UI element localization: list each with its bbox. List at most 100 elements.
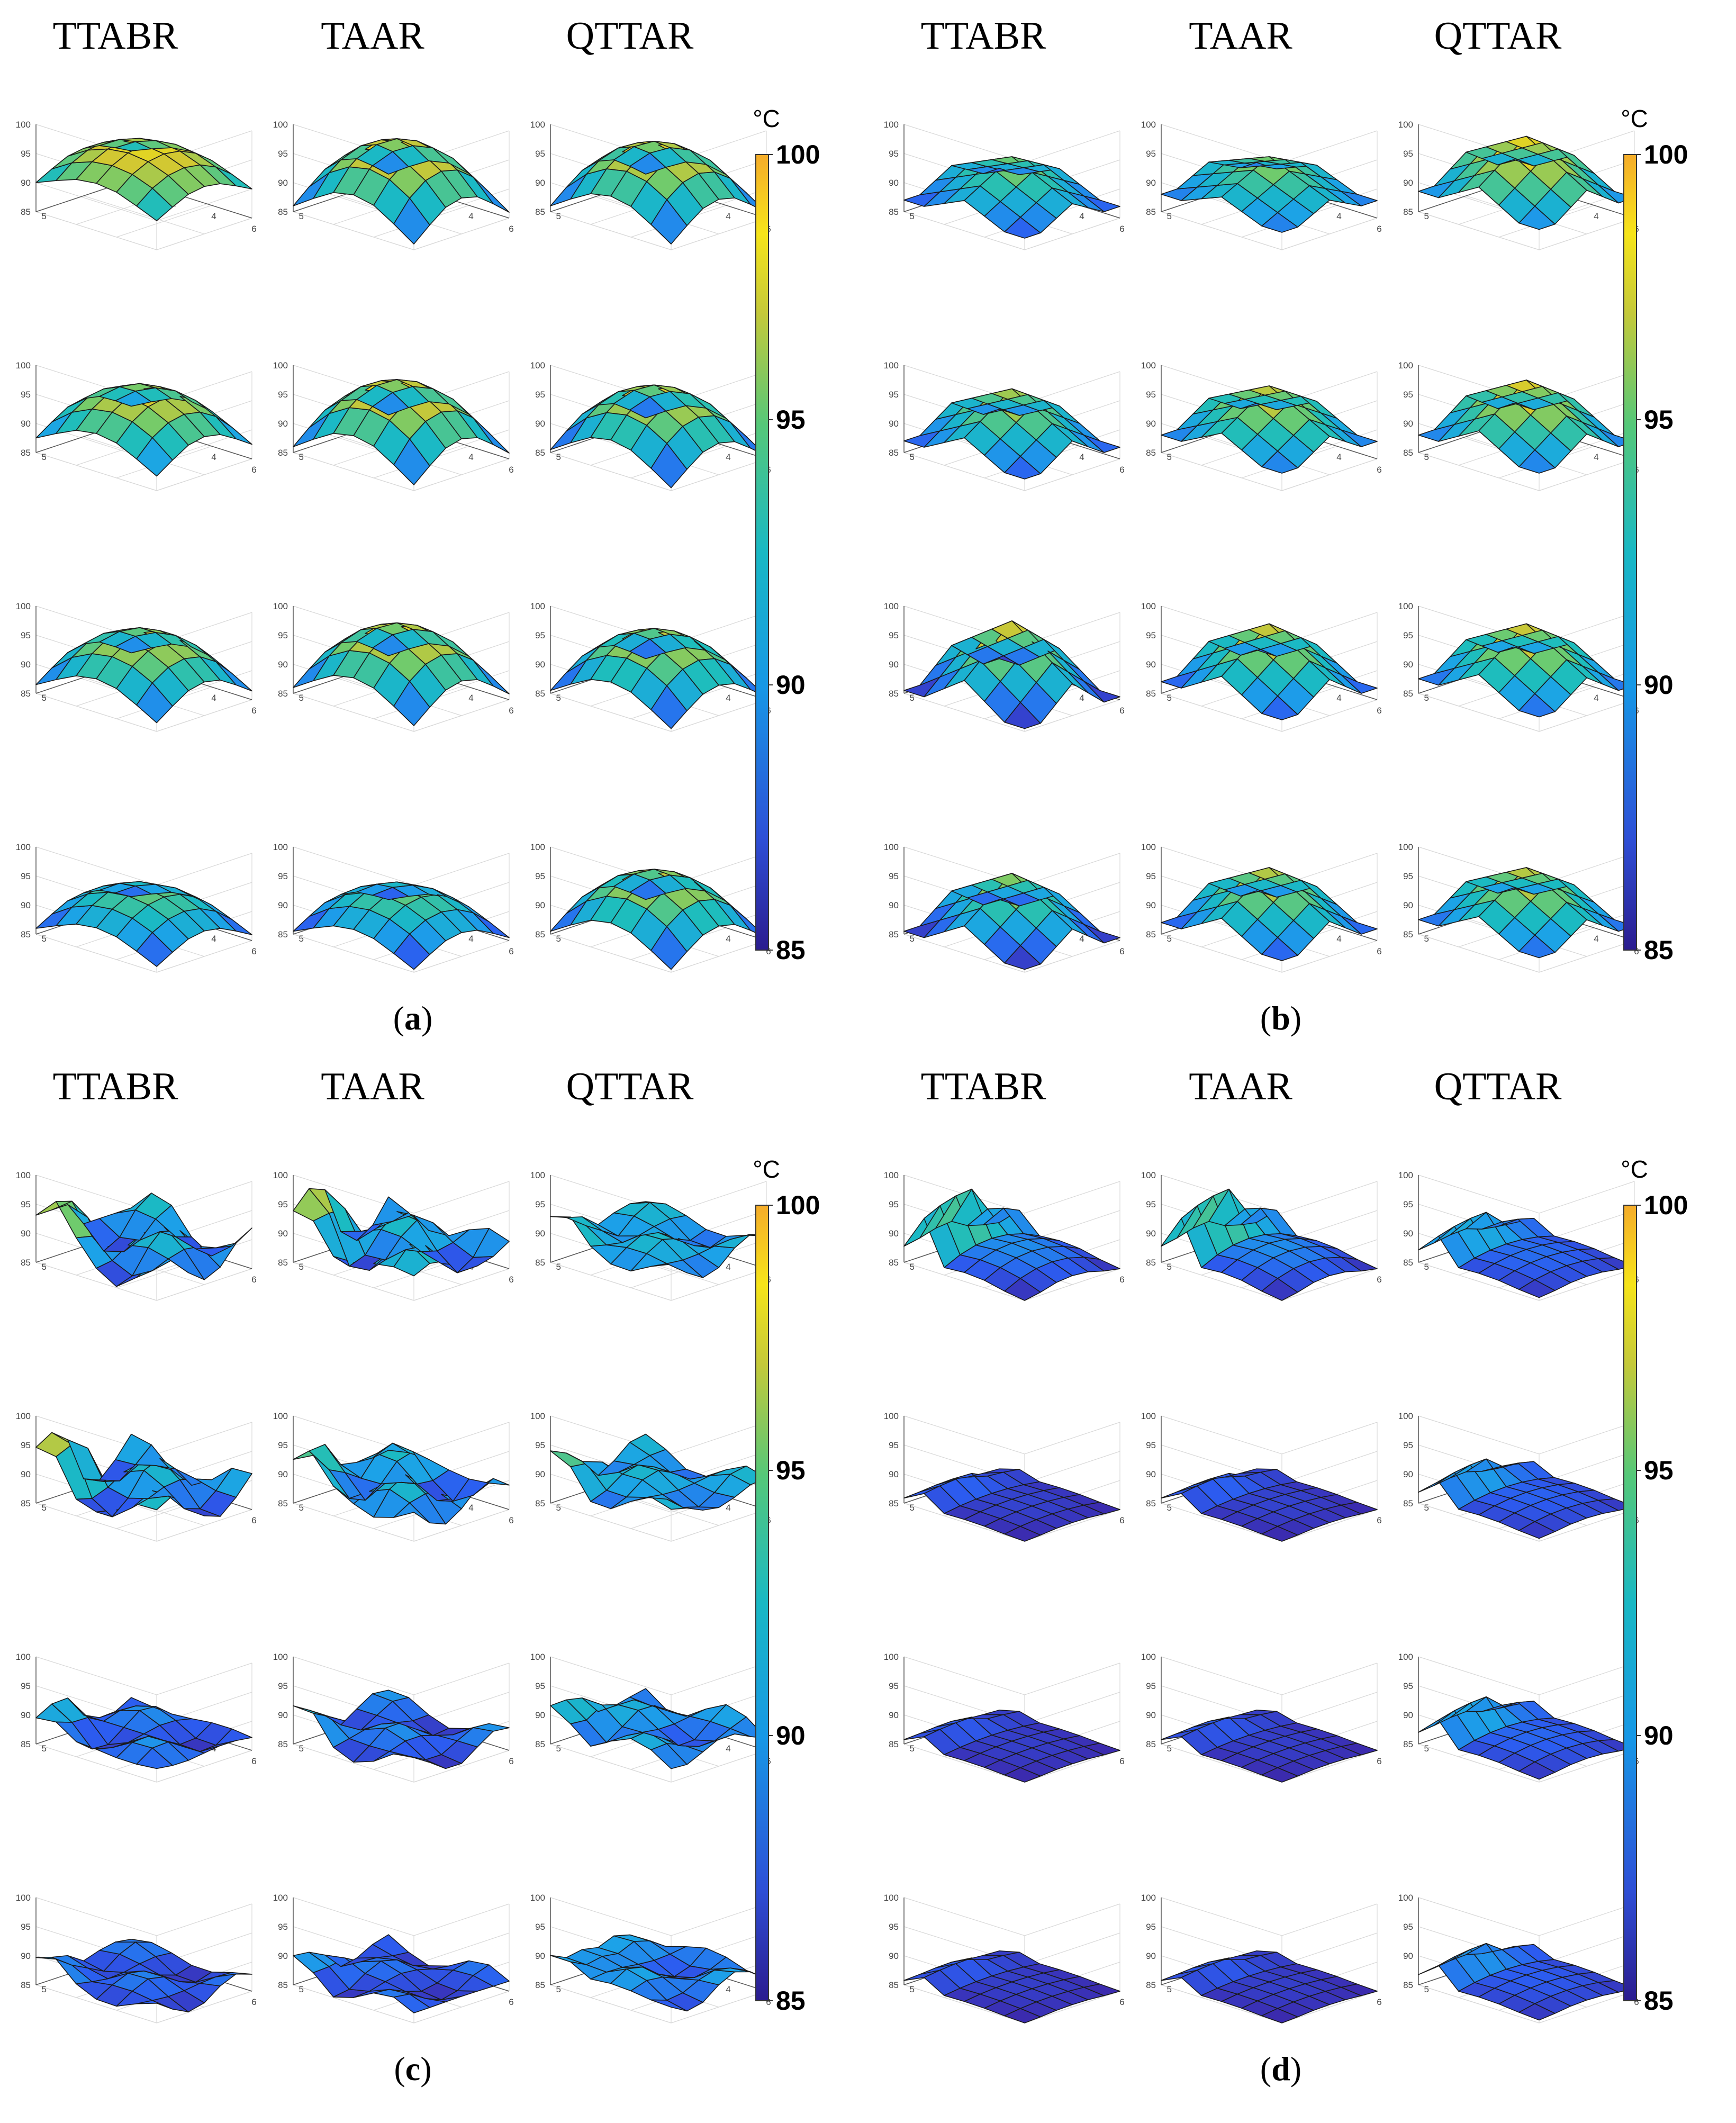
z-tick-label: 90 — [21, 178, 31, 188]
z-tick-label: 85 — [1146, 1258, 1156, 1268]
grid-line — [1161, 1415, 1378, 1455]
grid-line — [550, 1503, 767, 1542]
y-tick-label: 5 — [42, 1503, 47, 1513]
surface-subplot: 100959085024605 — [273, 1170, 514, 1301]
z-tick-label: 90 — [1146, 1951, 1156, 1961]
panel-label-b: (b) — [1260, 999, 1301, 1037]
surface-patch — [215, 1728, 252, 1746]
colorbar-tick-label: 85 — [1644, 1986, 1674, 2016]
y-tick-label: 5 — [910, 452, 915, 462]
grid-line — [1418, 1175, 1635, 1214]
z-tick-label: 100 — [1141, 842, 1156, 852]
z-tick-label: 85 — [535, 1258, 545, 1268]
colorbar-unit: °C — [1621, 1155, 1648, 1183]
z-tick-label: 85 — [1403, 1739, 1413, 1749]
grid-line — [293, 934, 414, 973]
column-title-ttabr: TTABR — [921, 1065, 1046, 1108]
z-tick-label: 100 — [884, 360, 899, 371]
grid-line — [1418, 693, 1540, 732]
z-tick-label: 90 — [535, 660, 545, 670]
y-tick-label: 5 — [556, 452, 561, 462]
surface-patch — [1341, 1742, 1378, 1756]
z-tick-label: 95 — [1403, 871, 1413, 881]
x-tick-label: 4 — [1594, 693, 1598, 703]
z-tick-label: 90 — [1146, 178, 1156, 188]
grid-line — [35, 1897, 252, 1936]
x-tick-label: 6 — [1119, 1275, 1124, 1285]
grid-line — [550, 1262, 672, 1301]
z-tick-label: 100 — [273, 1893, 288, 1903]
column-title-taar: TAAR — [1189, 1065, 1292, 1108]
x-tick-label: 6 — [1377, 224, 1381, 234]
x-tick-label: 4 — [1594, 452, 1598, 462]
z-tick-label: 95 — [21, 149, 31, 159]
grid-line — [903, 1503, 1025, 1542]
y-tick-label: 5 — [299, 1262, 304, 1272]
z-tick-label: 100 — [1141, 601, 1156, 611]
z-tick-label: 90 — [535, 900, 545, 910]
grid-line — [550, 1743, 672, 1783]
x-tick-label: 6 — [1119, 946, 1124, 956]
grid-line — [1161, 1743, 1282, 1783]
surface-patch — [1083, 195, 1120, 212]
surface-patch — [215, 1468, 252, 1498]
colorbar-tick-label: 90 — [776, 1721, 806, 1750]
surface-subplot: 100959085024605 — [530, 120, 771, 250]
grid-line — [903, 452, 1025, 491]
x-tick-label: 4 — [1336, 934, 1341, 944]
z-tick-label: 90 — [1146, 900, 1156, 910]
grid-line — [293, 452, 414, 491]
z-tick-label: 100 — [530, 360, 545, 371]
grid-line — [903, 1656, 1120, 1695]
x-tick-label: 6 — [1377, 946, 1381, 956]
z-tick-label: 90 — [1403, 419, 1413, 429]
surface-patch — [1083, 1257, 1120, 1272]
z-tick-label: 95 — [278, 1681, 288, 1691]
surface-subplot: 100959085024605 — [884, 360, 1125, 491]
z-tick-label: 85 — [889, 929, 899, 939]
z-tick-label: 90 — [889, 1469, 899, 1479]
grid-line — [1161, 934, 1282, 973]
z-tick-label: 90 — [535, 1469, 545, 1479]
grid-line — [293, 693, 414, 732]
x-tick-label: 6 — [1377, 1515, 1381, 1525]
surface-subplot: 100959085024605 — [884, 601, 1125, 732]
z-tick-label: 85 — [1146, 1980, 1156, 1990]
z-tick-label: 90 — [889, 660, 899, 670]
surface-subplot: 100959085024605 — [16, 1170, 257, 1301]
surface-patch — [473, 176, 510, 213]
surface-subplot: 100959085024605 — [1141, 1411, 1382, 1542]
z-tick-label: 85 — [889, 448, 899, 458]
surface-patch — [1083, 1742, 1120, 1756]
z-tick-label: 90 — [278, 1228, 288, 1239]
x-tick-label: 4 — [468, 452, 473, 462]
z-tick-label: 90 — [535, 419, 545, 429]
y-tick-label: 5 — [910, 934, 915, 944]
z-tick-label: 95 — [535, 1922, 545, 1932]
grid-line — [293, 846, 510, 886]
z-tick-label: 90 — [21, 1951, 31, 1961]
y-tick-label: 5 — [556, 1503, 561, 1513]
grid-line — [293, 1743, 414, 1783]
grid-line — [35, 846, 252, 886]
z-tick-label: 95 — [889, 1681, 899, 1691]
z-tick-label: 100 — [530, 1652, 545, 1662]
z-tick-label: 95 — [1146, 1440, 1156, 1450]
grid-line — [1418, 1984, 1540, 2023]
x-tick-label: 6 — [509, 1756, 513, 1766]
z-tick-label: 90 — [1146, 1469, 1156, 1479]
colorbar-tick-label: 100 — [1644, 140, 1688, 169]
surface-subplot: 100959085024605 — [16, 842, 257, 973]
panel-label-d: (d) — [1260, 2050, 1301, 2088]
z-tick-label: 90 — [278, 900, 288, 910]
z-tick-label: 100 — [1141, 1170, 1156, 1180]
grid-line — [550, 211, 672, 250]
x-tick-label: 4 — [726, 1984, 730, 1994]
z-tick-label: 100 — [1398, 601, 1413, 611]
z-tick-label: 100 — [884, 1652, 899, 1662]
y-tick-label: 5 — [910, 1503, 915, 1513]
grid-line — [1418, 1262, 1540, 1301]
z-tick-label: 85 — [278, 1980, 288, 1990]
z-tick-label: 85 — [889, 689, 899, 699]
z-tick-label: 100 — [530, 1170, 545, 1180]
